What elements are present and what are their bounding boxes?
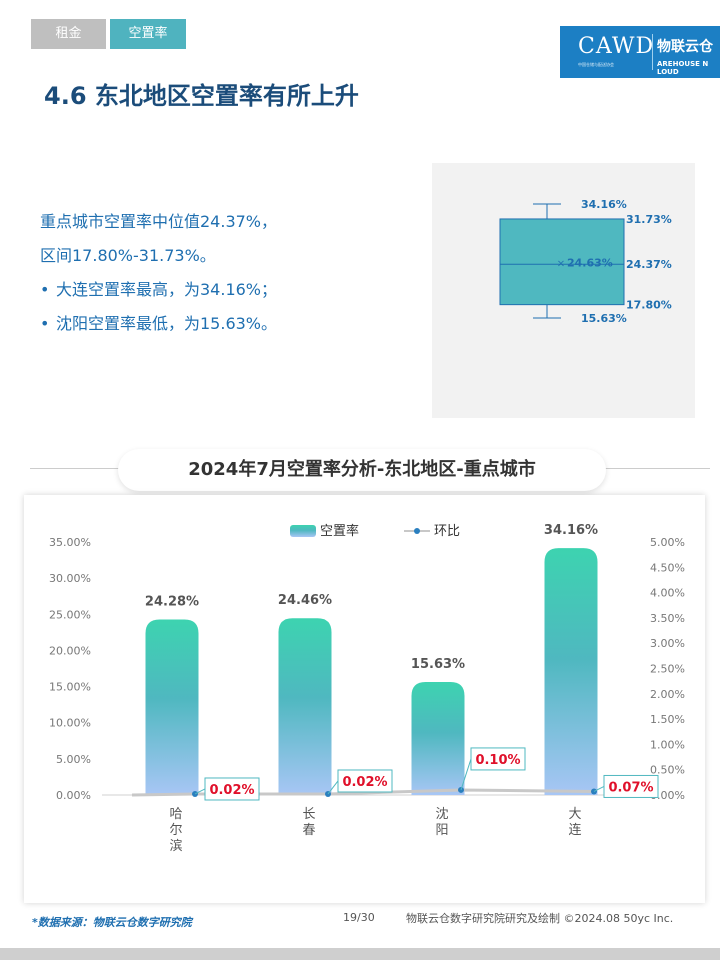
logo-cn-name: 物联云仓: [657, 39, 713, 55]
boxplot-mean-marker: ×: [557, 259, 565, 270]
mom-value-label: 0.10%: [475, 753, 520, 768]
line-labels-mom: 0.02% 0.02% 0.10% 0.07%: [194, 747, 659, 801]
mom-point-0: [192, 790, 198, 797]
boxplot-label-mean: 24.63%: [567, 257, 613, 270]
bar-series-vacancy: [145, 548, 598, 795]
bar-value-label: 34.16%: [544, 523, 598, 538]
right-tick-label: 1.50%: [650, 713, 685, 726]
mom-leader-line: [194, 788, 206, 795]
mom-value-label: 0.02%: [209, 783, 254, 798]
summary-line-1: 重点城市空置率中位值24.37%，: [40, 212, 278, 231]
right-tick-label: 4.00%: [650, 587, 685, 600]
summary-bullet-1: 大连空置率最高，为34.16%；: [40, 273, 380, 307]
mom-label-box: [204, 777, 260, 801]
tab-rent[interactable]: 租金: [31, 19, 106, 49]
mom-value-label: 0.02%: [342, 775, 387, 790]
right-tick-label: 5.00%: [650, 536, 685, 549]
legend-swatch-vacancy: [290, 525, 316, 537]
boxplot-box: [499, 218, 625, 306]
boxplot-panel: × 34.16% 31.73% 24.63% 24.37% 17.80% 15.…: [432, 163, 695, 418]
left-tick-label: 30.00%: [49, 572, 91, 585]
category-label: 长春: [302, 807, 315, 838]
right-tick-label: 1.00%: [650, 738, 685, 751]
data-source: *数据来源：物联云仓数字研究院: [32, 916, 192, 929]
logo-brand: CAWD: [578, 34, 655, 59]
axis-left: 0.00% 5.00% 10.00% 15.00% 20.00% 25.00% 30.00%…: [49, 536, 91, 802]
boxplot-label-q1: 17.80%: [626, 299, 672, 312]
right-tick-label: 2.00%: [650, 688, 685, 701]
left-tick-label: 20.00%: [49, 644, 91, 657]
legend-label-vacancy: 空置率: [320, 523, 359, 539]
left-tick-label: 5.00%: [56, 753, 91, 766]
mom-leader-line: [593, 786, 605, 792]
mom-value-label: 0.07%: [608, 780, 653, 795]
right-tick-label: 4.50%: [650, 561, 685, 574]
summary-text: 重点城市空置率中位值24.37%， 区间17.80%-31.73%。 大连空置率…: [40, 205, 380, 341]
right-tick-label: 0.50%: [650, 764, 685, 777]
tab-vacancy[interactable]: 空置率: [110, 19, 186, 49]
bar-value-label: 24.28%: [145, 594, 199, 609]
page-number: 19/30: [343, 911, 375, 924]
logo-en-name: AREHOUSE N LOUD: [657, 60, 709, 76]
boxplot-label-median: 24.37%: [626, 258, 672, 271]
bar-value-label: 24.46%: [278, 593, 332, 608]
right-tick-label: 2.50%: [650, 663, 685, 676]
chart-legend: 空置率 环比: [290, 523, 460, 539]
mom-label-box: [470, 747, 526, 771]
category-label: 沈阳: [435, 807, 448, 838]
left-tick-label: 10.00%: [49, 717, 91, 730]
chart-panel: 空置率 环比 0.00% 5.00% 10.00% 15.00% 20.00% 25.00…: [24, 495, 705, 903]
logo-divider: [652, 34, 653, 70]
mom-leader-line: [460, 758, 472, 791]
chart-svg: 空置率 环比 0.00% 5.00% 10.00% 15.00% 20.00% 25.00…: [49, 523, 685, 854]
summary-line-2: 区间17.80%-31.73%。: [40, 246, 216, 265]
bar-labels: 24.28% 24.46% 15.63% 34.16%: [145, 523, 598, 672]
legend-marker-mom: [414, 528, 420, 534]
bar-3: [544, 548, 598, 795]
right-tick-label: 0.00%: [650, 789, 685, 802]
logo: CAWD 中国仓储与配送协会 物联云仓 AREHOUSE N LOUD: [560, 26, 720, 78]
category-label: 哈尔滨: [169, 807, 182, 854]
summary-bullet-2: 沈阳空置率最低，为15.63%。: [40, 307, 380, 341]
chart-title: 2024年7月空置率分析-东北地区-重点城市: [118, 449, 606, 491]
left-tick-label: 0.00%: [56, 789, 91, 802]
bar-1: [278, 618, 332, 795]
bar-2: [411, 682, 465, 795]
right-tick-label: 3.00%: [650, 637, 685, 650]
logo-subtitle: 中国仓储与配送协会: [578, 62, 614, 67]
axis-right: 0.00% 0.50% 1.00% 1.50% 2.00% 2.50% 3.00% 3.50%…: [650, 536, 685, 802]
boxplot-label-min: 15.63%: [581, 312, 627, 325]
right-tick-label: 3.50%: [650, 612, 685, 625]
mom-label-box: [603, 774, 659, 798]
legend-label-mom: 环比: [434, 524, 460, 539]
boxplot-svg: × 34.16% 31.73% 24.63% 24.37% 17.80% 15.…: [499, 198, 672, 325]
bottom-bar: [0, 948, 720, 960]
footer-credit: 物联云仓数字研究院研究及绘制 ©2024.08 50yc Inc.: [406, 912, 674, 925]
line-points-mom: [192, 786, 597, 797]
page-title: 4.6 东北地区空置率有所上升: [44, 82, 359, 110]
boxplot-label-max: 34.16%: [581, 198, 627, 211]
category-labels: 哈尔滨 长春 沈阳 大连: [169, 807, 581, 854]
mom-label-box: [337, 769, 393, 793]
category-label: 大连: [568, 807, 581, 838]
bar-value-label: 15.63%: [411, 657, 465, 672]
left-tick-label: 15.00%: [49, 681, 91, 694]
bar-0: [145, 619, 199, 795]
left-tick-label: 25.00%: [49, 608, 91, 621]
mom-leader-line: [327, 780, 339, 795]
left-tick-label: 35.00%: [49, 536, 91, 549]
boxplot-label-q3: 31.73%: [626, 213, 672, 226]
